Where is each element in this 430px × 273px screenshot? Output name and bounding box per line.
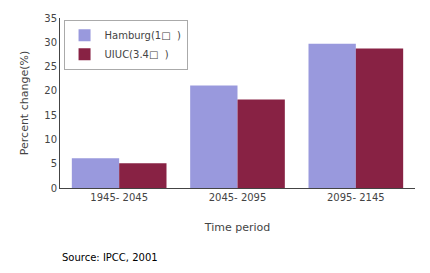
svg-text:10: 10 [44, 134, 57, 145]
svg-text:30: 30 [44, 37, 57, 48]
svg-text:0: 0 [51, 183, 57, 194]
svg-text:2095- 2145: 2095- 2145 [327, 192, 385, 203]
svg-text:5: 5 [51, 158, 57, 169]
svg-text:20: 20 [44, 85, 57, 96]
svg-text:UIUC(3.4□ ): UIUC(3.4□ ) [105, 49, 169, 60]
svg-text:1945- 2045: 1945- 2045 [90, 192, 148, 203]
svg-text:Time period: Time period [204, 221, 270, 234]
svg-text:Percent change(%): Percent change(%) [18, 51, 31, 155]
svg-text:2045- 2095: 2045- 2095 [209, 192, 267, 203]
svg-text:Hamburg(1□ ): Hamburg(1□ ) [105, 30, 181, 41]
svg-text:15: 15 [44, 110, 57, 121]
svg-text:Source: IPCC, 2001: Source: IPCC, 2001 [62, 252, 158, 263]
svg-text:35: 35 [44, 13, 57, 24]
svg-text:25: 25 [44, 61, 57, 72]
